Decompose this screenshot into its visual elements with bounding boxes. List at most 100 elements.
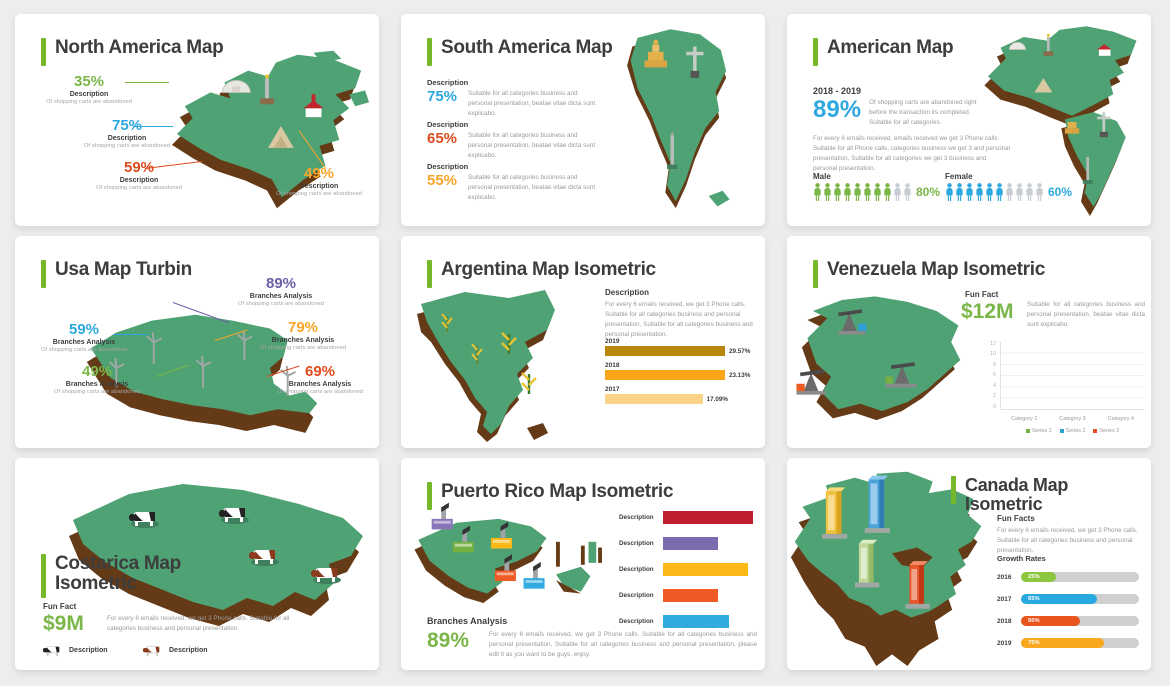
stat-label: Branches Analysis bbox=[52, 339, 116, 346]
big-stat-value: 89% bbox=[813, 96, 862, 123]
slide-title: Usa Map Turbin bbox=[55, 259, 192, 280]
puerto-rico-map-illustration bbox=[414, 502, 602, 604]
person-icon bbox=[996, 183, 1003, 201]
usa-map-illustration bbox=[86, 314, 318, 433]
legend-label: Description bbox=[69, 647, 108, 654]
legend-item: Series 3 bbox=[1093, 428, 1119, 434]
accent-bar bbox=[813, 38, 818, 66]
growth-year: 2019 bbox=[997, 639, 1012, 647]
slide-title: North America Map bbox=[55, 37, 224, 58]
stat-sub: Of shopping carts are abandoned bbox=[40, 347, 128, 353]
stat-label: Description bbox=[107, 135, 147, 142]
item-label: Description bbox=[427, 78, 469, 87]
bar-row: 2017 17.09% bbox=[605, 386, 760, 404]
stat-value: 59% bbox=[68, 321, 100, 338]
canada-map-illustration bbox=[790, 471, 982, 667]
person-icon bbox=[834, 183, 841, 201]
slide-puerto-rico[interactable]: Puerto Rico Map Isometric Description De… bbox=[401, 458, 765, 670]
slide-title-block: Costarica Map Isometric bbox=[41, 554, 211, 598]
pyramid-icon bbox=[268, 126, 294, 148]
slide-title: Puerto Rico Map Isometric bbox=[441, 481, 674, 502]
accent-bar bbox=[427, 38, 432, 66]
y-tick-label: 8 bbox=[993, 361, 996, 368]
bar-year: 2017 bbox=[605, 386, 620, 393]
stat-label: Description bbox=[119, 177, 159, 184]
accent-bar bbox=[951, 476, 956, 504]
slide-argentina[interactable]: Argentina Map Isometric Description For … bbox=[401, 236, 765, 448]
bar-row: 2018 23.13% bbox=[605, 362, 760, 380]
body-text: For every 6 emails received, emails rece… bbox=[813, 135, 1011, 173]
person-icon bbox=[904, 183, 911, 201]
male-stat: Male 80% bbox=[813, 172, 940, 201]
analysis-text: For every 6 emails received, we get 3 Ph… bbox=[489, 631, 757, 659]
slide-south-america[interactable]: South America Map Description 75% Suitabl… bbox=[401, 14, 765, 226]
item-text: Suitable for all categories business and… bbox=[468, 174, 596, 202]
description-item: Description 55% Suitable for all categori… bbox=[427, 162, 599, 203]
bar bbox=[663, 562, 748, 576]
bar-row: Description bbox=[619, 556, 761, 582]
stat-label: Description bbox=[69, 91, 109, 98]
stat-callout: 59% Branches Analysis Of shopping carts … bbox=[23, 322, 145, 353]
growth-rates-label: Growth Rates bbox=[997, 554, 1046, 563]
y-tick-label: 4 bbox=[993, 382, 996, 389]
person-icon bbox=[854, 183, 861, 201]
bar bbox=[605, 394, 703, 404]
legend-swatch bbox=[1025, 429, 1030, 433]
stat-sub: Of shopping carts are abandoned bbox=[237, 301, 325, 307]
item-value: 75% bbox=[427, 88, 458, 105]
fun-fact-label: Fun Fact bbox=[965, 290, 999, 299]
slide-venezuela[interactable]: Venezuela Map Isometric Fun Fact $12M Su… bbox=[787, 236, 1151, 448]
accent-bar bbox=[427, 482, 432, 510]
slide-title: Costarica Map Isometric bbox=[55, 553, 181, 594]
christ-statue-icon bbox=[686, 46, 704, 78]
slide-american-map[interactable]: American Map 2018 - 2019 89% Of shopping… bbox=[787, 14, 1151, 226]
growth-value: 50% bbox=[1028, 618, 1040, 624]
stat-label: Branches Analysis bbox=[65, 381, 129, 388]
slide-costarica[interactable]: Costarica Map Isometric Fun Fact $9M For… bbox=[15, 458, 379, 670]
slide-usa-map-turbin[interactable]: Usa Map Turbin 89% Branches Analysis Of … bbox=[15, 236, 379, 448]
slide-title: American Map bbox=[827, 37, 954, 58]
male-icon-row bbox=[813, 183, 912, 201]
venezuela-map-illustration bbox=[796, 296, 961, 421]
slide-title: Canada Map Isometric bbox=[965, 475, 1069, 514]
slide-title-block: North America Map bbox=[41, 37, 224, 66]
chart-legend: Series 1 Series 2 Series 3 bbox=[1000, 428, 1145, 434]
stat-callout: 69% Branches Analysis Of shopping carts … bbox=[263, 364, 377, 395]
analysis-label: Branches Analysis bbox=[427, 616, 508, 626]
building-icons bbox=[821, 475, 930, 609]
wind-turbine-icons bbox=[108, 330, 297, 396]
slide-title-block: American Map bbox=[813, 37, 954, 66]
growth-bar: 65% bbox=[1021, 594, 1097, 604]
y-axis-ticks: 12 10 8 6 4 2 0 bbox=[983, 341, 996, 410]
year-bar-chart: 2019 29.57% 2018 23.13% 2017 17.09% bbox=[605, 338, 760, 410]
stat-value: 79% bbox=[287, 319, 319, 336]
slide-title-block: Puerto Rico Map Isometric bbox=[427, 482, 673, 510]
factory-icons bbox=[431, 502, 545, 589]
growth-row: 2017 65% bbox=[997, 588, 1139, 610]
bar-label: Description bbox=[619, 617, 654, 625]
corn-plant-icons bbox=[441, 313, 537, 394]
analysis-value: 89% bbox=[427, 629, 470, 652]
pyramid-icon bbox=[1034, 78, 1053, 93]
accent-bar bbox=[41, 38, 46, 66]
bar bbox=[663, 536, 718, 550]
bar-row: Description bbox=[619, 608, 761, 634]
growth-rates-chart: 2016 25% 2017 65% 2018 50% 2019 75% bbox=[997, 566, 1139, 654]
slide-north-america[interactable]: North America Map 35% Description Of sho… bbox=[15, 14, 379, 226]
category-labels: Category 1 Category 3 Category 4 bbox=[1000, 416, 1145, 422]
legend-label: Series 3 bbox=[1099, 428, 1120, 434]
bar-label: Description bbox=[619, 591, 654, 599]
oil-pump-icons bbox=[796, 309, 917, 395]
church-icon bbox=[1097, 44, 1112, 56]
slide-canada[interactable]: Canada Map Isometric Fun Facts For every… bbox=[787, 458, 1151, 670]
stacked-column-chart: 12 10 8 6 4 2 0 Category bbox=[983, 341, 1145, 434]
item-label: Description bbox=[427, 120, 469, 129]
growth-row: 2018 50% bbox=[997, 610, 1139, 632]
item-value: 55% bbox=[427, 172, 458, 189]
person-icon bbox=[1006, 183, 1013, 201]
slide-title-block: Venezuela Map Isometric bbox=[813, 260, 1045, 288]
fun-facts-text: For every 6 emails received, we get 3 Ph… bbox=[997, 527, 1138, 555]
person-icon bbox=[1036, 183, 1043, 201]
slide-title: South America Map bbox=[441, 37, 613, 58]
cow-icon bbox=[143, 646, 160, 657]
